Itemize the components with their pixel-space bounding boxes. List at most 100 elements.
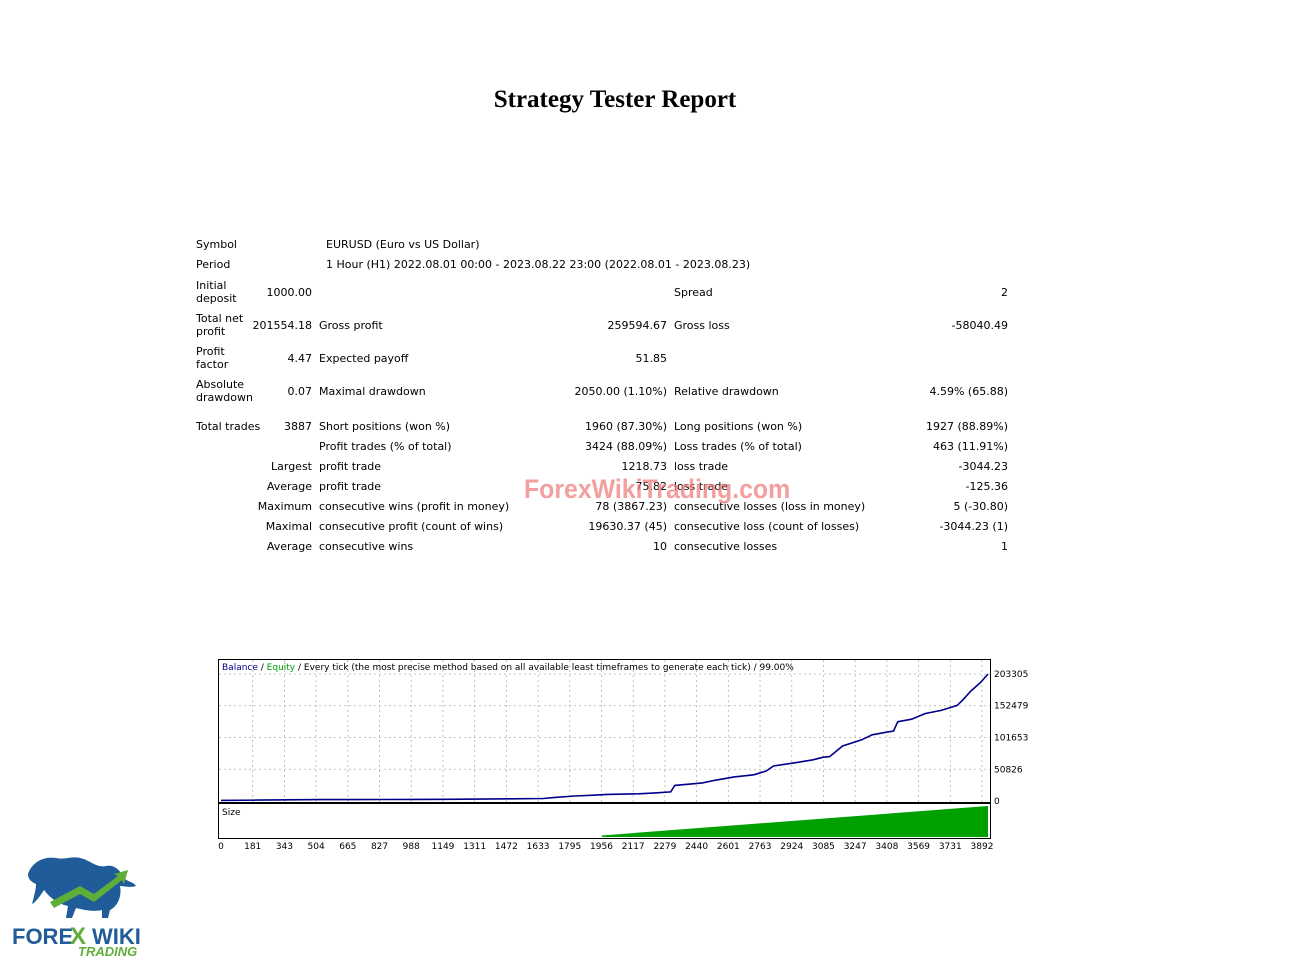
absolute-drawdown-value: 0.07 [287, 385, 313, 398]
maximum-label: Maximum [257, 500, 312, 513]
size-panel-label: Size [222, 808, 241, 818]
legend-equity: Equity [267, 663, 296, 673]
x-tick-label: 665 [339, 842, 356, 852]
average-profit-label: profit trade [319, 480, 382, 493]
largest-loss-value: -3044.23 [958, 460, 1008, 473]
report-title: Strategy Tester Report [493, 86, 737, 113]
watermark: ForexWikiTrading.com [524, 474, 791, 504]
gross-loss-value: -58040.49 [951, 319, 1008, 332]
x-tick-label: 181 [244, 842, 261, 852]
balance-line [220, 673, 989, 802]
x-tick-label: 2440 [685, 842, 708, 852]
x-tick-label: 1311 [463, 842, 486, 852]
initial-deposit-label-line1: Initial [196, 279, 227, 292]
legend-description: / Every tick (the most precise method ba… [295, 663, 794, 673]
spread-value: 2 [1001, 286, 1008, 299]
x-tick-label: 504 [308, 842, 325, 852]
x-tick-label: 1149 [432, 842, 455, 852]
x-tick-label: 988 [403, 842, 420, 852]
x-tick-label: 3085 [812, 842, 835, 852]
loss-trades-value: 463 (11.91%) [932, 440, 1008, 453]
largest-profit-label: profit trade [319, 460, 382, 473]
x-tick-label: 1633 [527, 842, 550, 852]
forexwiki-logo: FORE X WIKI TRADING [12, 857, 141, 959]
x-tick-label: 2924 [780, 842, 803, 852]
short-positions-label: Short positions (won %) [319, 420, 451, 433]
y-tick-label: 0 [994, 797, 1000, 807]
arrow-icon [50, 870, 128, 908]
short-positions-value: 1960 (87.30%) [584, 420, 667, 433]
maximal-consecutive-profit-label: consecutive profit (count of wins) [319, 520, 504, 533]
profit-trades-value: 3424 (88.09%) [584, 440, 667, 453]
legend-separator: / [258, 663, 267, 673]
average-loss-label: loss trade [674, 480, 729, 493]
period-value: 1 Hour (H1) 2022.08.01 00:00 - 2023.08.2… [326, 258, 751, 271]
balance-series [220, 673, 989, 802]
logo-word-forex: FORE [12, 924, 73, 949]
symbol-value: EURUSD (Euro vs US Dollar) [326, 238, 480, 251]
maximal-label: Maximal [265, 520, 312, 533]
total-trades-value: 3887 [284, 420, 312, 433]
maximal-consecutive-loss-label: consecutive loss (count of losses) [674, 520, 860, 533]
spread-label: Spread [674, 286, 713, 299]
expected-payoff-value: 51.85 [635, 352, 668, 365]
x-tick-label: 3731 [939, 842, 962, 852]
gross-loss-label: Gross loss [674, 319, 730, 332]
average-consecutive-label: Average [266, 540, 312, 553]
x-tick-label: 1795 [558, 842, 581, 852]
expected-payoff-label: Expected payoff [319, 352, 409, 365]
chart-legend: Balance / Equity / Every tick (the most … [222, 663, 794, 673]
y-tick-label: 152479 [994, 702, 1029, 712]
initial-deposit-label-line2: deposit [196, 292, 237, 305]
profit-factor-value: 4.47 [287, 352, 313, 365]
avg-consecutive-wins-value: 10 [653, 540, 667, 553]
main-plot-frame [218, 659, 991, 803]
profit-factor-label-line2: factor [196, 358, 229, 371]
x-tick-label: 2279 [653, 842, 676, 852]
largest-label: Largest [271, 460, 312, 473]
largest-loss-label: loss trade [674, 460, 729, 473]
loss-trades-label: Loss trades (% of total) [674, 440, 802, 453]
x-tick-label: 1472 [495, 842, 518, 852]
y-tick-label: 203305 [994, 670, 1028, 680]
max-consecutive-losses-value: 5 (-30.80) [953, 500, 1008, 513]
x-tick-label: 2601 [717, 842, 740, 852]
profit-factor-label-line1: Profit [196, 345, 225, 358]
x-tick-label: 343 [276, 842, 293, 852]
total-net-profit-label-line2: profit [196, 325, 226, 338]
average-label: Average [266, 480, 312, 493]
size-area [601, 806, 988, 837]
average-loss-value: -125.36 [965, 480, 1008, 493]
x-tick-label: 2763 [749, 842, 772, 852]
relative-drawdown-label: Relative drawdown [674, 385, 779, 398]
logo-letter-x: X [70, 923, 86, 950]
y-axis-ticks: 203305 152479 101653 50826 0 [994, 670, 1029, 807]
logo-word-trading: TRADING [78, 944, 137, 959]
x-tick-label: 2117 [622, 842, 645, 852]
x-tick-label: 3569 [907, 842, 930, 852]
average-profit-value: 75.82 [635, 480, 668, 493]
total-net-profit-value: 201554.18 [252, 319, 313, 332]
x-tick-label: 0 [218, 842, 224, 852]
x-tick-label: 3892 [971, 842, 994, 852]
symbol-label: Symbol [196, 238, 237, 251]
period-label: Period [196, 258, 231, 271]
legend-balance: Balance [222, 663, 258, 673]
absolute-drawdown-label-line1: Absolute [196, 378, 245, 391]
maximal-consecutive-profit-value: 19630.37 (45) [588, 520, 667, 533]
relative-drawdown-value: 4.59% (65.88) [929, 385, 1008, 398]
y-tick-label: 50826 [994, 765, 1023, 775]
grid-lines [219, 660, 990, 802]
x-tick-label: 1956 [590, 842, 613, 852]
size-fill [601, 806, 988, 837]
logo-word-wiki: WIKI [92, 924, 141, 949]
gross-profit-value: 259594.67 [607, 319, 668, 332]
max-consecutive-wins-value: 78 (3867.23) [595, 500, 667, 513]
long-positions-label: Long positions (won %) [674, 420, 803, 433]
total-trades-label: Total trades [196, 420, 261, 433]
avg-consecutive-losses-value: 1 [1001, 540, 1008, 553]
x-tick-label: 3408 [875, 842, 898, 852]
maximal-consecutive-loss-value: -3044.23 (1) [939, 520, 1008, 533]
total-net-profit-label-line1: Total net [196, 312, 244, 325]
maximal-drawdown-value: 2050.00 (1.10%) [574, 385, 667, 398]
